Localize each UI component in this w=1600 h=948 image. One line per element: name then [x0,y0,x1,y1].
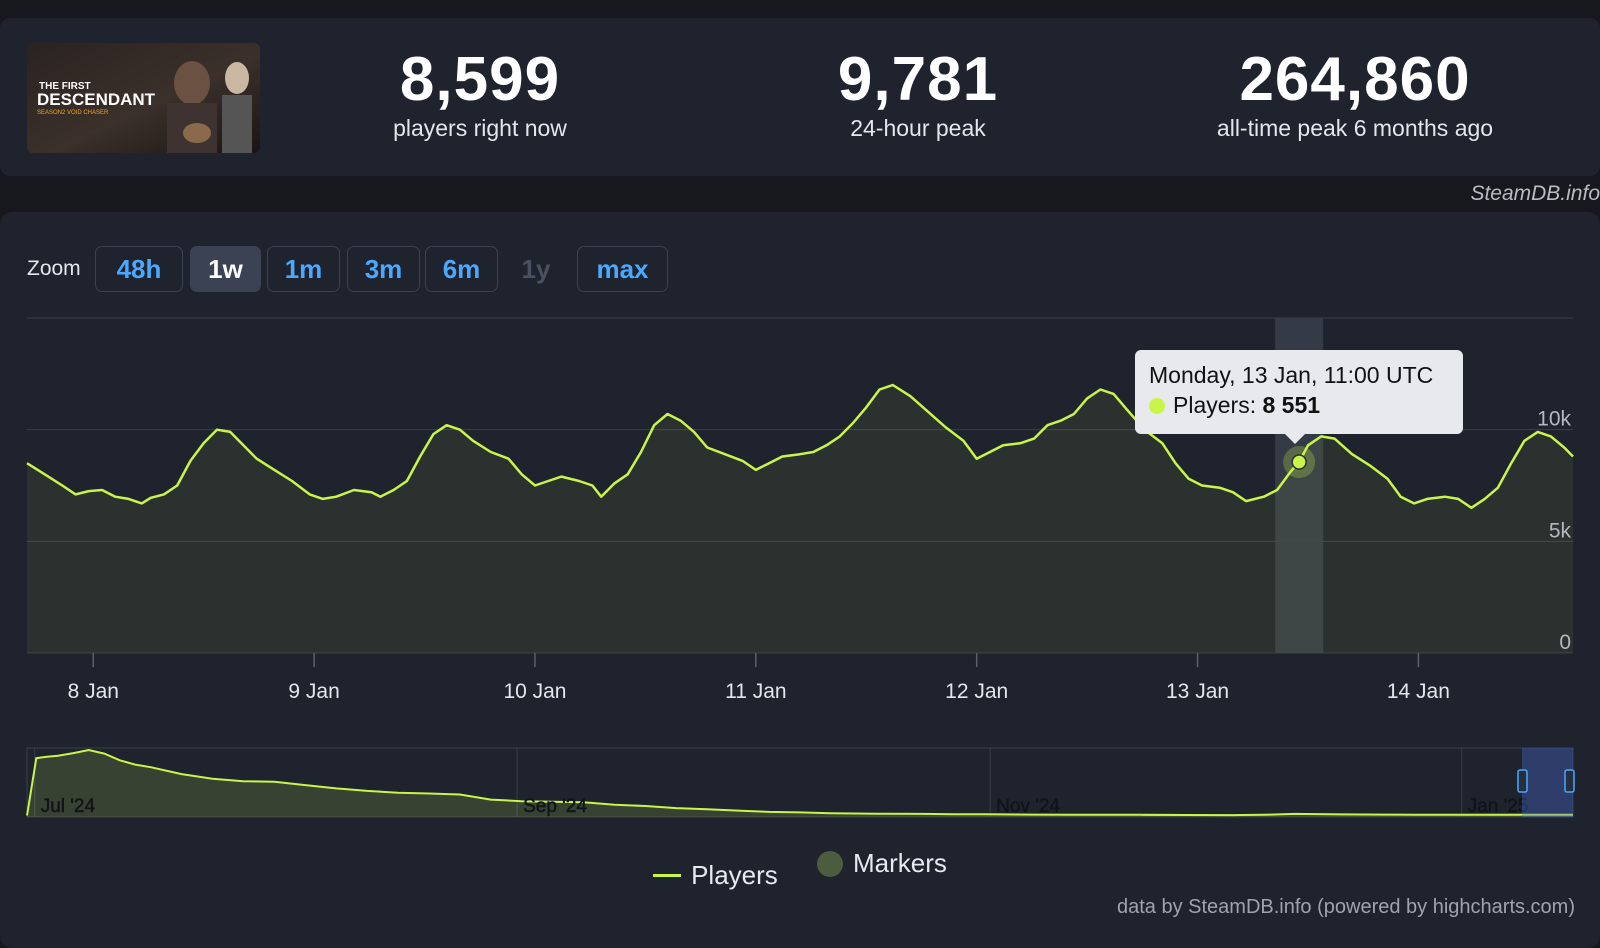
stats-panel [0,18,1600,176]
stat-label: players right now [393,115,567,141]
circle-swatch-icon [817,850,844,877]
series-dot-icon [1149,398,1165,414]
zoom-1w-button[interactable]: 1w [190,246,261,292]
svg-text:THE FIRST: THE FIRST [39,81,91,92]
legend-item-players[interactable]: Players [653,860,778,891]
zoom-1y-button: 1y [507,246,565,292]
steamdb-credit[interactable]: SteamDB.info [1470,182,1600,205]
zoom-48h-button[interactable]: 48h [95,246,183,292]
navigator-handle-icon[interactable] [1564,769,1575,793]
navigator: Jul '24 Sep '24 Nov '24 Jan '25 [26,747,1575,818]
y-tick-label: 0 [1559,631,1571,654]
stat-24h-peak: 9,781 24-hour peak [768,45,1068,141]
navigator-handle-icon[interactable] [1517,769,1528,793]
players-area [27,385,1573,653]
stat-value: 8,599 [399,45,561,114]
navigator-label: Jul '24 [41,796,96,817]
x-tick-label: 8 Jan [68,680,119,703]
navigator-label: Nov '24 [996,796,1060,817]
x-tick-label: 11 Jan [725,680,787,703]
y-axis-labels: 0 5k 10k [1537,408,1571,654]
zoom-max-button[interactable]: max [577,246,668,292]
navigator-line [26,748,1573,817]
game-thumbnail[interactable]: THE FIRST DESCENDANT SEASON2 VOID CHASER [27,43,260,153]
tooltip-date: Monday, 13 Jan, 11:00 UTC [1149,362,1434,388]
players-line [26,383,1574,510]
chart-panel [0,212,1600,948]
legend-item-markers[interactable]: Markers [817,848,947,879]
tooltip-series: Players: 8 551 [1149,390,1449,420]
highlight-point [1291,454,1307,470]
navigator-label: Sep '24 [523,796,587,817]
zoom-label: Zoom [27,257,81,280]
x-tick-label: 10 Jan [503,680,566,703]
x-tick-label: 12 Jan [945,680,1008,703]
tooltip-value: 8 551 [1262,392,1321,418]
stat-all-time-peak: 264,860 all-time peak 6 months ago [1170,45,1540,141]
zoom-3m-button[interactable]: 3m [347,246,420,292]
game-art-icon: THE FIRST DESCENDANT SEASON2 VOID CHASER [27,43,260,153]
zoom-6m-button[interactable]: 6m [425,246,498,292]
stat-label: all-time peak 6 months ago [1216,115,1494,141]
zoom-1m-button[interactable]: 1m [267,246,340,292]
x-tick-label: 13 Jan [1166,680,1229,703]
x-axis: 8 Jan 9 Jan 10 Jan 11 Jan 12 Jan 13 Jan 14 Jan [68,653,1450,703]
svg-text:SEASON2 VOID CHASER: SEASON2 VOID CHASER [37,110,109,116]
stat-value: 264,860 [1239,45,1471,114]
chart-legend: Players Markers [0,848,1600,891]
y-tick-label: 10k [1537,408,1571,431]
navigator-label: Jan '25 [1468,796,1529,817]
line-swatch-icon [653,873,682,877]
x-tick-label: 9 Jan [288,680,339,703]
stat-value: 9,781 [837,45,999,114]
stat-label: 24-hour peak [850,115,986,141]
svg-text:DESCENDANT: DESCENDANT [37,90,156,109]
x-tick-label: 14 Jan [1387,680,1450,703]
data-credit[interactable]: data by SteamDB.info (powered by highcha… [1117,896,1575,918]
navigator-area [27,750,1573,817]
y-tick-label: 5k [1549,519,1572,542]
chart-tooltip: Monday, 13 Jan, 11:00 UTC Players: 8 551 [1135,350,1463,444]
stat-current-players: 8,599 players right now [330,45,630,141]
